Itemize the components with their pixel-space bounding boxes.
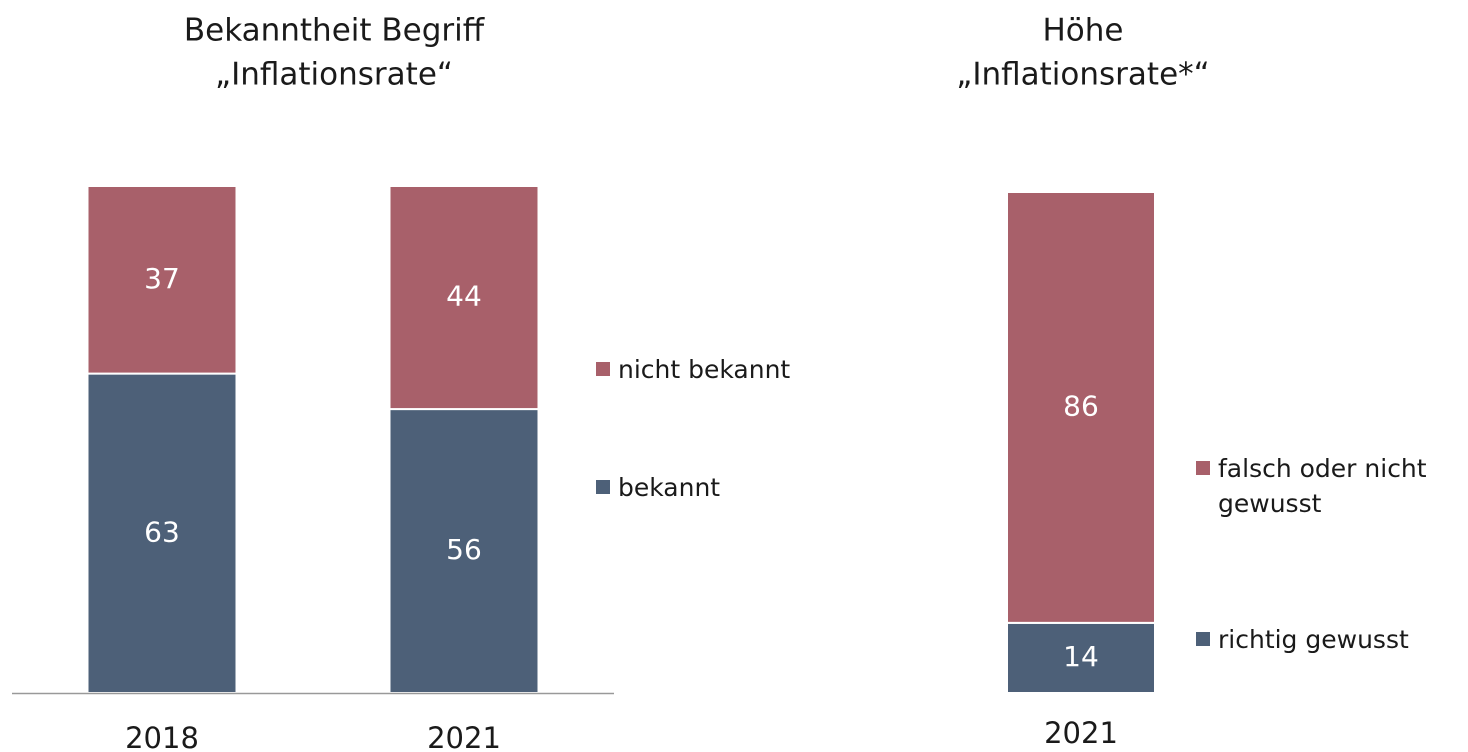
bar-segment xyxy=(86,372,238,694)
legend-entry: nicht bekannt xyxy=(596,352,878,387)
legend-label: bekannt xyxy=(618,473,721,502)
data-label: 14 xyxy=(1063,640,1099,673)
legend-swatch xyxy=(1196,632,1210,646)
chart-title: Höhe xyxy=(1043,13,1124,49)
legend-swatch xyxy=(1196,461,1210,475)
chart-title: Bekanntheit Begriff xyxy=(184,13,485,49)
bar-segment xyxy=(1006,191,1156,624)
legend-entry: bekannt xyxy=(596,470,878,505)
legend-swatch xyxy=(596,362,610,376)
bar-segment xyxy=(1006,621,1156,694)
legend-swatch xyxy=(596,480,610,494)
legend-entry: falsch oder nicht gewusst xyxy=(1196,451,1468,521)
legend-label: richtig gewusst xyxy=(1218,625,1409,654)
data-label: 37 xyxy=(144,262,180,295)
x-tick-label: 2021 xyxy=(427,721,501,752)
chart-title: „Inflationsrate“ xyxy=(215,57,453,93)
legend-label: nicht bekannt xyxy=(618,355,791,384)
legend-entry: richtig gewusst xyxy=(1196,622,1468,657)
data-label: 63 xyxy=(144,515,180,548)
legend-label: falsch oder nicht gewusst xyxy=(1218,454,1427,518)
data-label: 44 xyxy=(446,280,482,313)
chart-title: „Inflationsrate*“ xyxy=(956,57,1209,93)
bar-segment xyxy=(388,185,540,411)
data-label: 86 xyxy=(1063,389,1099,422)
bar-segment xyxy=(86,185,238,375)
data-label: 56 xyxy=(446,533,482,566)
x-tick-label: 2021 xyxy=(1044,716,1118,750)
x-tick-label: 2018 xyxy=(125,721,199,752)
